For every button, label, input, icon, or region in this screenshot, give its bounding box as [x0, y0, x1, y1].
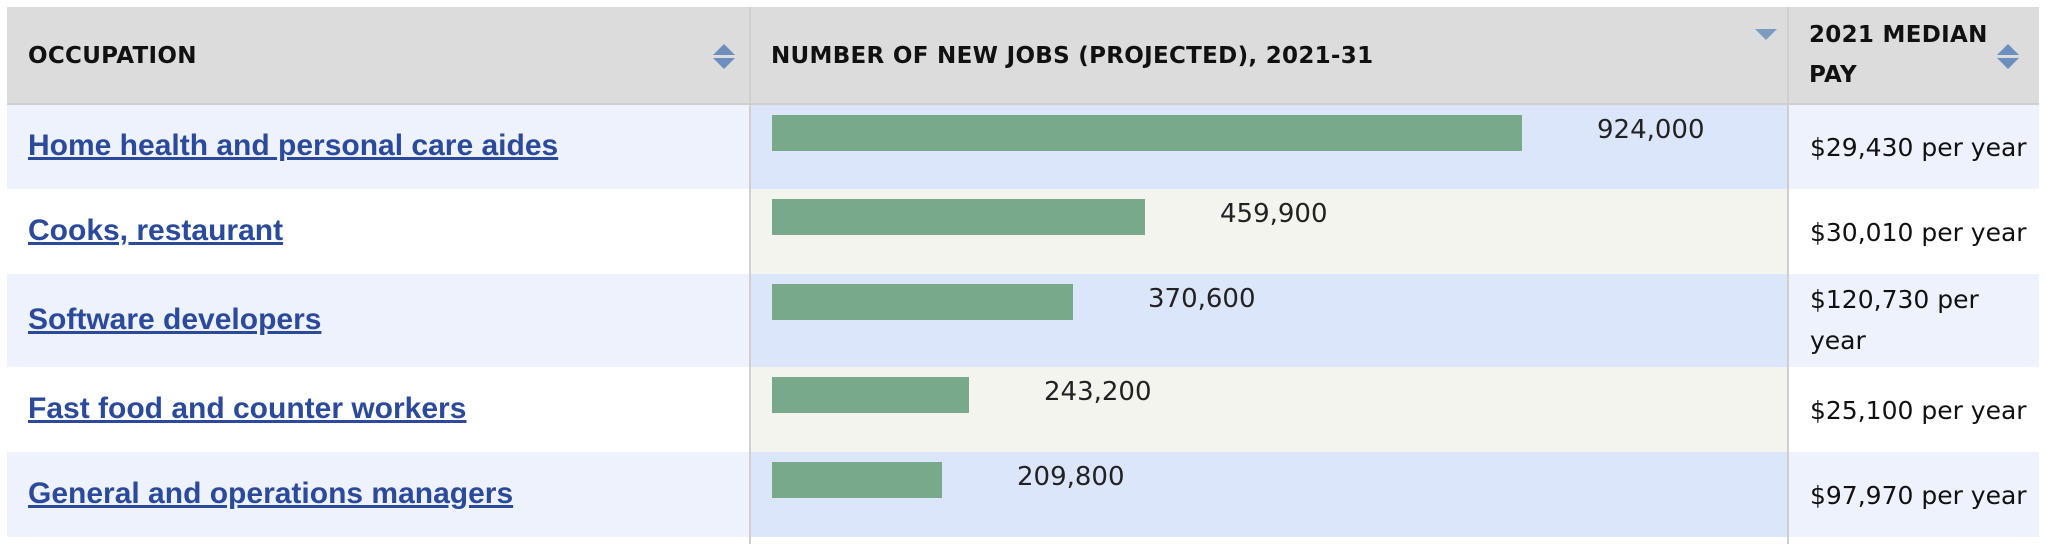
- pay-cell: $97,970 per year: [1789, 452, 2039, 537]
- median-pay: $30,010 per year: [1810, 217, 2027, 247]
- table-header: OCCUPATION NUMBER OF NEW JOBS (PROJECTED…: [7, 7, 2039, 105]
- pay-cell: $25,100 per year: [1789, 367, 2039, 452]
- bar: [772, 284, 1073, 320]
- pay-cell: $29,430 per year: [1789, 105, 2039, 189]
- data-label: 924,000: [1597, 115, 1705, 145]
- sort-median-pay-icon[interactable]: [1997, 42, 2019, 72]
- pay-cell: $30,010 per year: [1789, 189, 2039, 274]
- bar-cell: 370,600: [751, 274, 1787, 367]
- sort-occupation-icon[interactable]: [713, 42, 735, 72]
- header-occupation[interactable]: OCCUPATION: [28, 43, 197, 69]
- table-row: Home health and personal care aides 924,0…: [7, 105, 2039, 189]
- column-divider: [749, 7, 751, 544]
- bar-cell: 459,900: [751, 189, 1787, 274]
- sort-desc-new-jobs-icon[interactable]: [1755, 27, 1777, 57]
- bar: [772, 199, 1145, 235]
- median-pay: $120,730 per year: [1810, 285, 1979, 355]
- data-label: 243,200: [1044, 377, 1152, 407]
- table-row: Cooks, restaurant 459,900 $30,010 per year: [7, 189, 2039, 274]
- median-pay: $97,970 per year: [1810, 480, 2027, 510]
- bar: [772, 115, 1522, 151]
- occupation-link[interactable]: General and operations managers: [28, 476, 514, 510]
- table-row: Fast food and counter workers 243,200 $25,…: [7, 367, 2039, 452]
- pay-cell: $120,730 per year: [1789, 274, 2039, 367]
- table-row: Software developers 370,600 $120,730 per y…: [7, 274, 2039, 367]
- header-new-jobs[interactable]: NUMBER OF NEW JOBS (PROJECTED), 2021-31: [771, 43, 1374, 69]
- median-pay: $25,100 per year: [1810, 395, 2027, 425]
- occupation-link[interactable]: Fast food and counter workers: [28, 391, 467, 425]
- bar: [772, 377, 969, 413]
- data-label: 370,600: [1148, 284, 1256, 314]
- occupation-link[interactable]: Home health and personal care aides: [28, 129, 559, 162]
- table-row: General and operations managers 209,800 $9…: [7, 452, 2039, 537]
- occupation-link[interactable]: Software developers: [28, 302, 322, 336]
- bar: [772, 462, 942, 498]
- bar-cell: 209,800: [751, 452, 1787, 537]
- bar-cell: 924,000: [751, 105, 1787, 189]
- data-label: 209,800: [1017, 462, 1125, 492]
- data-label: 459,900: [1220, 199, 1328, 229]
- header-median-pay[interactable]: 2021 MEDIAN PAY: [1809, 22, 1988, 88]
- occupation-link[interactable]: Cooks, restaurant: [28, 213, 284, 247]
- bar-cell: 243,200: [751, 367, 1787, 452]
- column-divider: [1787, 7, 1789, 544]
- median-pay: $29,430 per year: [1810, 133, 2027, 162]
